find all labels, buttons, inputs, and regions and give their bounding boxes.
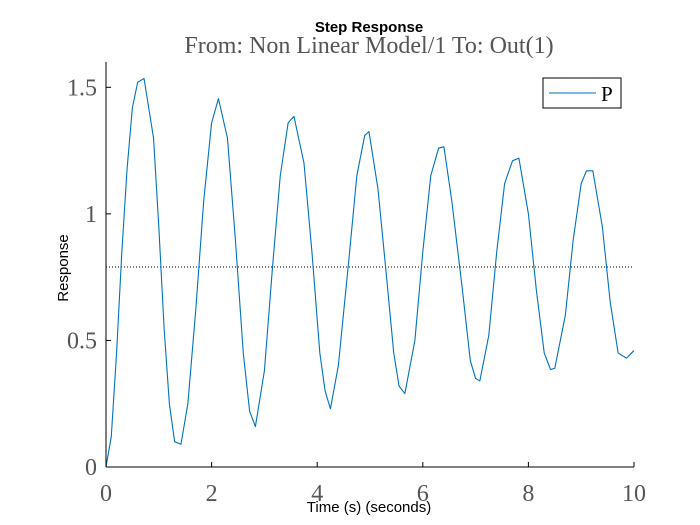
tick-labels: 0 2 4 6 8 10 0 0.5 1 1.5 [67, 75, 646, 507]
y-tick-label: 0.5 [67, 328, 97, 354]
x-tick-label: 4 [311, 481, 323, 507]
legend: P [542, 77, 622, 109]
x-tick-label: 8 [522, 481, 534, 507]
plot-area [105, 62, 635, 468]
chart-title: Step Response [315, 19, 423, 36]
x-tick-label: 10 [622, 481, 646, 507]
x-tick-label: 0 [100, 481, 112, 507]
x-axis-label: Time (s) (seconds) [307, 499, 431, 516]
y-tick-label: 1.5 [67, 75, 97, 101]
y-axis-label: Response [55, 234, 72, 302]
x-tick-label: 2 [206, 481, 218, 507]
x-tick-label: 6 [417, 481, 429, 507]
series-line-p [105, 77, 635, 468]
y-tick-label: 0 [85, 455, 97, 481]
chart-subtitle: From: Non Linear Model/1 To: Out(1) [184, 33, 553, 59]
legend-label-p: P [601, 82, 613, 106]
y-tick-label: 1 [85, 202, 97, 228]
